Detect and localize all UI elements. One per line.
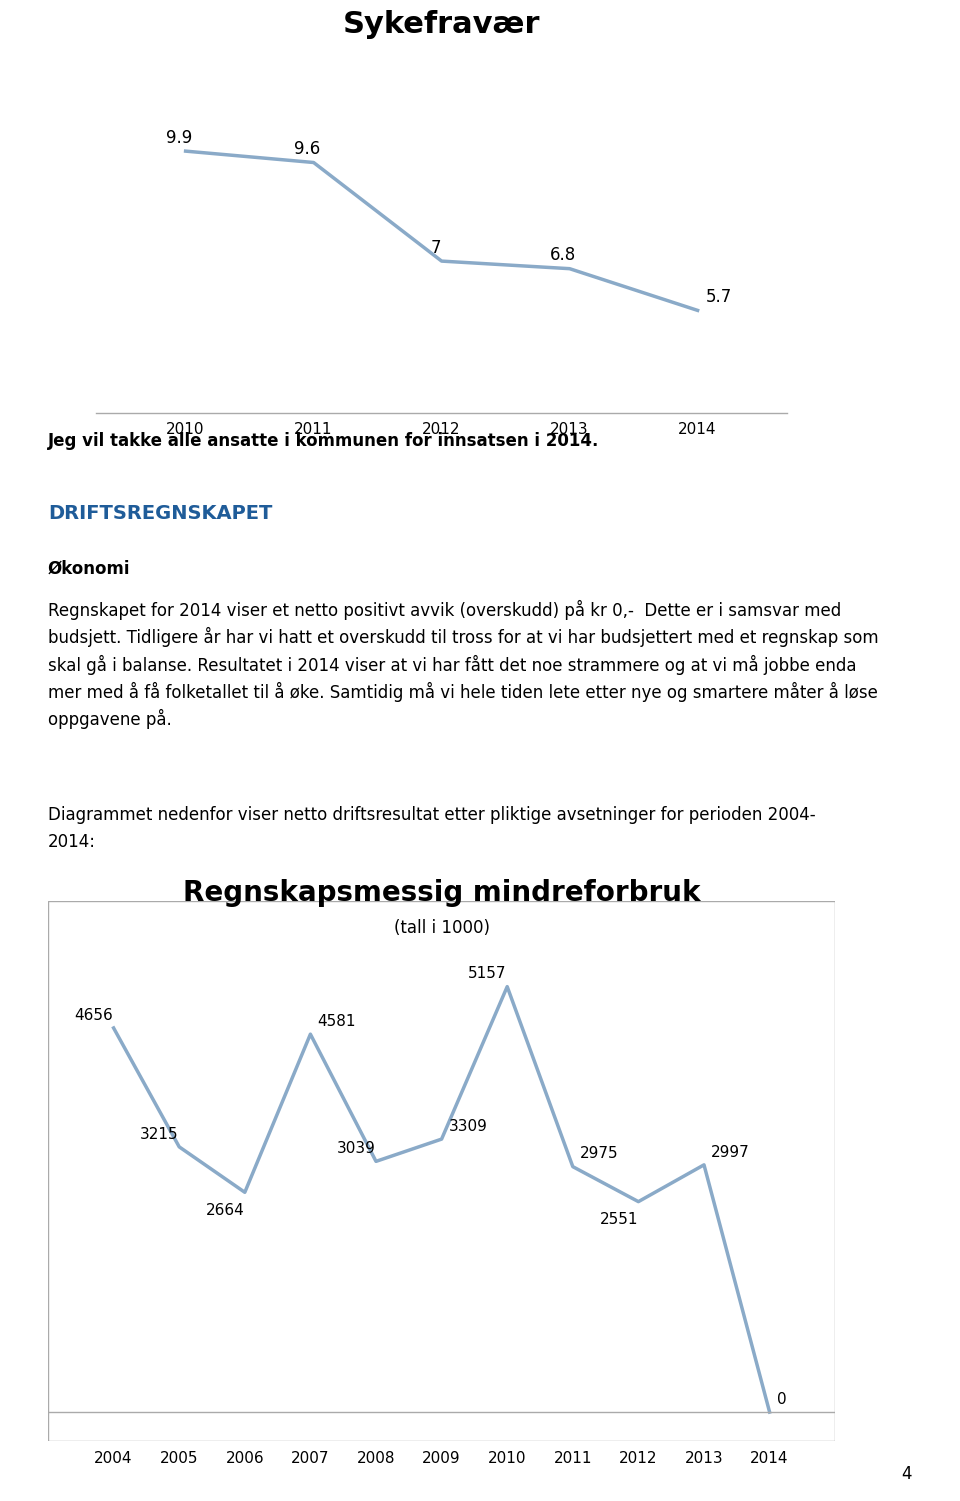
- Text: skal gå i balanse. Resultatet i 2014 viser at vi har fått det noe strammere og a: skal gå i balanse. Resultatet i 2014 vis…: [48, 654, 856, 674]
- Text: 3309: 3309: [448, 1118, 488, 1133]
- Text: mer med å få folketallet til å øke. Samtidig må vi hele tiden lete etter nye og : mer med å få folketallet til å øke. Samt…: [48, 681, 877, 701]
- Text: 0: 0: [777, 1391, 786, 1406]
- Text: 3215: 3215: [140, 1127, 179, 1142]
- Title: Sykefravær: Sykefravær: [343, 11, 540, 39]
- Text: Økonomi: Økonomi: [48, 560, 131, 578]
- Text: 4581: 4581: [318, 1013, 356, 1028]
- Text: 5157: 5157: [468, 967, 507, 982]
- Text: Diagrammet nedenfor viser netto driftsresultat etter pliktige avsetninger for pe: Diagrammet nedenfor viser netto driftsre…: [48, 806, 816, 824]
- Text: budsjett. Tidligere år har vi hatt et overskudd til tross for at vi har budsjett: budsjett. Tidligere år har vi hatt et ov…: [48, 627, 878, 647]
- Text: 9.6: 9.6: [294, 140, 321, 158]
- Text: oppgavene på.: oppgavene på.: [48, 708, 172, 728]
- Text: 2664: 2664: [205, 1202, 245, 1217]
- Text: 9.9: 9.9: [166, 129, 192, 147]
- Text: 7: 7: [430, 239, 441, 257]
- Text: 2014:: 2014:: [48, 833, 96, 851]
- Text: 3039: 3039: [337, 1141, 376, 1156]
- Text: Regnskapet for 2014 viser et netto positivt avvik (overskudd) på kr 0,-  Dette e: Regnskapet for 2014 viser et netto posit…: [48, 600, 841, 620]
- Text: DRIFTSREGNSKAPET: DRIFTSREGNSKAPET: [48, 504, 273, 524]
- Text: Jeg vil takke alle ansatte i kommunen for innsatsen i 2014.: Jeg vil takke alle ansatte i kommunen fo…: [48, 432, 599, 450]
- Text: 4656: 4656: [75, 1007, 113, 1022]
- Text: 5.7: 5.7: [706, 288, 732, 306]
- Text: (tall i 1000): (tall i 1000): [394, 919, 490, 937]
- Text: 6.8: 6.8: [550, 246, 576, 264]
- Text: 4: 4: [901, 1465, 912, 1483]
- Text: 2551: 2551: [599, 1211, 638, 1226]
- Text: Regnskapsmessig mindreforbruk: Regnskapsmessig mindreforbruk: [182, 878, 701, 907]
- Text: 2975: 2975: [580, 1147, 618, 1162]
- Text: 2997: 2997: [711, 1144, 750, 1159]
